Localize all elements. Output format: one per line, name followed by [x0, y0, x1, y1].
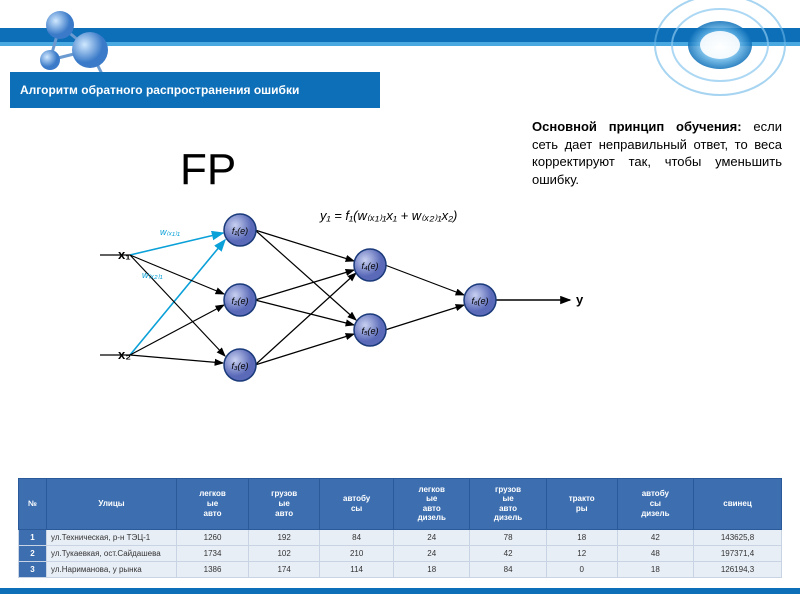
- table-cell: 42: [617, 530, 693, 546]
- footer-bar: [0, 588, 800, 594]
- table-cell: 192: [249, 530, 320, 546]
- svg-text:f₄(e): f₄(e): [361, 261, 378, 271]
- table-cell: 143625,8: [694, 530, 782, 546]
- node-f2: f₂(e): [224, 284, 256, 316]
- table-header-cell: Улицы: [47, 478, 177, 529]
- table-cell: 42: [470, 546, 546, 562]
- table-header-cell: грузовыеавтодизель: [470, 478, 546, 529]
- table-cell: 84: [320, 530, 394, 546]
- svg-text:f₅(e): f₅(e): [361, 326, 378, 336]
- table-cell: 78: [470, 530, 546, 546]
- svg-text:f₆(e): f₆(e): [471, 296, 488, 306]
- table-cell: 48: [617, 546, 693, 562]
- swirl-icon: [620, 0, 790, 120]
- svg-text:f₁(e): f₁(e): [232, 226, 248, 236]
- data-table: №Улицылегковыеавтогрузовыеавтоавтобусыле…: [18, 478, 782, 578]
- table-cell: ул.Нариманова, у рынка: [47, 562, 177, 578]
- svg-text:f₂(e): f₂(e): [232, 296, 249, 306]
- network-svg: f₁(e) f₂(e) f₃(e) f₄(e) f₅(e) f₆(e): [30, 150, 590, 410]
- table-header-cell: тракторы: [546, 478, 617, 529]
- table-cell: 114: [320, 562, 394, 578]
- network-diagram: FP y₁ = f₁(w₍ₓ₁₎₁x₁ + w₍ₓ₂₎₁x₂): [30, 150, 570, 430]
- w1-label: w₍ₓ₁₎₁: [160, 227, 180, 238]
- table-cell: 2: [19, 546, 47, 562]
- table-cell: 84: [470, 562, 546, 578]
- table-cell: 0: [546, 562, 617, 578]
- table-body: 1ул.Техническая, р-н ТЭЦ-112601928424781…: [19, 530, 782, 578]
- x1-label: x₁: [118, 247, 131, 262]
- table-cell: 24: [394, 530, 470, 546]
- description-bold: Основной принцип обучения:: [532, 119, 742, 134]
- page-title: Алгоритм обратного распространения ошибк…: [10, 72, 380, 108]
- table-header-cell: легковыеавтодизель: [394, 478, 470, 529]
- table-cell: 197371,4: [694, 546, 782, 562]
- table-cell: 210: [320, 546, 394, 562]
- table-cell: 12: [546, 546, 617, 562]
- node-f1: f₁(e): [224, 214, 256, 246]
- table-header-cell: автобусыдизель: [617, 478, 693, 529]
- table-cell: 102: [249, 546, 320, 562]
- svg-text:f₃(e): f₃(e): [231, 361, 248, 371]
- table-cell: 1: [19, 530, 47, 546]
- table-header-cell: грузовыеавто: [249, 478, 320, 529]
- table-cell: ул.Тукаевкая, ост.Сайдашева: [47, 546, 177, 562]
- x2-label: x₂: [118, 347, 131, 362]
- table-cell: 18: [617, 562, 693, 578]
- table-header-row: №Улицылегковыеавтогрузовыеавтоавтобусыле…: [19, 478, 782, 529]
- table-header-cell: №: [19, 478, 47, 529]
- y-label: y: [576, 292, 583, 307]
- table-cell: 18: [546, 530, 617, 546]
- table-cell: 126194,3: [694, 562, 782, 578]
- table-row: 1ул.Техническая, р-н ТЭЦ-112601928424781…: [19, 530, 782, 546]
- table-cell: ул.Техническая, р-н ТЭЦ-1: [47, 530, 177, 546]
- table-header-cell: автобусы: [320, 478, 394, 529]
- table-row: 2ул.Тукаевкая, ост.Сайдашева173410221024…: [19, 546, 782, 562]
- table-cell: 174: [249, 562, 320, 578]
- data-table-wrap: №Улицылегковыеавтогрузовыеавтоавтобусыле…: [18, 478, 782, 578]
- node-f4: f₄(e): [354, 249, 386, 281]
- table-row: 3ул.Нариманова, у рынка13861741141884018…: [19, 562, 782, 578]
- w2-label: w₍ₓ₂₎₁: [142, 270, 163, 281]
- table-cell: 1260: [177, 530, 249, 546]
- node-f5: f₅(e): [354, 314, 386, 346]
- table-cell: 18: [394, 562, 470, 578]
- node-f6: f₆(e): [464, 284, 496, 316]
- table-cell: 24: [394, 546, 470, 562]
- table-cell: 1386: [177, 562, 249, 578]
- table-header-cell: свинец: [694, 478, 782, 529]
- table-cell: 1734: [177, 546, 249, 562]
- node-f3: f₃(e): [224, 349, 256, 381]
- table-cell: 3: [19, 562, 47, 578]
- table-header-cell: легковыеавто: [177, 478, 249, 529]
- page-title-text: Алгоритм обратного распространения ошибк…: [20, 83, 299, 97]
